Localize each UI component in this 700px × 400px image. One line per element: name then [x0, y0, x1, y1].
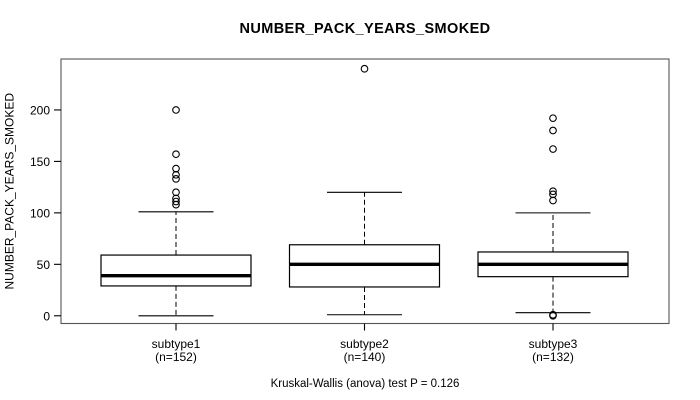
- outlier-point: [549, 126, 557, 135]
- outlier-point: [549, 196, 557, 205]
- x-axis-group-label: subtype3 (n=132): [493, 338, 613, 364]
- y-axis-tick-label: 0: [43, 309, 50, 323]
- outlier-point: [172, 164, 180, 173]
- y-axis-tick-label: 50: [37, 258, 51, 272]
- outlier-point: [172, 175, 180, 183]
- outlier-point: [549, 114, 557, 123]
- group-n-label: (n=152): [155, 350, 197, 364]
- iqr-box: [100, 254, 252, 287]
- group-n-label: (n=140): [343, 350, 386, 364]
- x-axis-group-label: subtype1 (n=152): [116, 338, 236, 364]
- outlier-point: [549, 145, 557, 153]
- chart-title: NUMBER_PACK_YEARS_SMOKED: [239, 21, 491, 37]
- outlier-point: [549, 187, 557, 196]
- outlier-point: [172, 197, 180, 206]
- group-n-label: (n=132): [532, 350, 574, 364]
- stat-test-caption: Kruskal-Wallis (anova) test P = 0.126: [270, 378, 460, 390]
- outlier-point: [172, 106, 180, 114]
- group-name-label: subtype3: [528, 337, 578, 351]
- y-axis-tick-label: 150: [30, 155, 50, 169]
- group-name-label: subtype2: [340, 337, 389, 351]
- outlier-point: [360, 64, 369, 73]
- group-name-label: subtype1: [151, 337, 201, 351]
- y-axis-tick-label: 100: [30, 206, 50, 220]
- outlier-point: [172, 170, 180, 179]
- outlier-point: [172, 188, 180, 197]
- outlier-point: [549, 310, 557, 319]
- outlier-point: [172, 150, 180, 159]
- x-axis-group-label: subtype2 (n=140): [305, 338, 425, 364]
- outlier-point: [549, 190, 557, 199]
- y-axis-tick-label: 200: [30, 103, 50, 117]
